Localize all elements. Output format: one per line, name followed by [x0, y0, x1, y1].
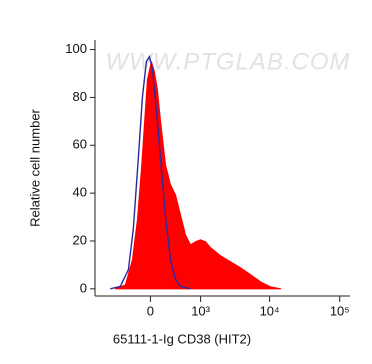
x-tick-label: 10³ [191, 303, 210, 318]
x-tick-label: 10⁵ [330, 303, 350, 318]
y-tick-label: 0 [80, 280, 87, 295]
x-axis-label: 65111-1-Ig CD38 (HIT2) [113, 331, 251, 346]
y-tick-label: 80 [73, 89, 87, 104]
y-tick-label: 20 [73, 232, 87, 247]
histogram-line [110, 54, 191, 290]
y-axis-label: Relative cell number [27, 108, 42, 226]
y-tick-label: 100 [65, 41, 87, 56]
histogram-area [114, 61, 282, 290]
y-tick-label: 60 [73, 137, 87, 152]
x-tick-label: 0 [147, 303, 154, 318]
x-tick-label: 10⁴ [260, 303, 280, 318]
watermark: WWW.PTGLAB.COM [105, 48, 350, 75]
y-tick-label: 40 [73, 185, 87, 200]
